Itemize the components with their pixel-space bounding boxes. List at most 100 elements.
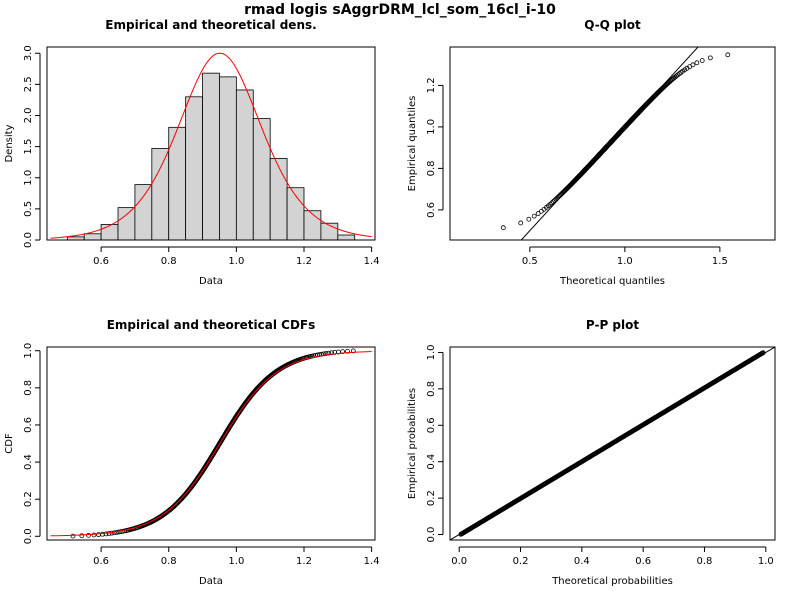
x-axis-label: Data — [199, 576, 223, 587]
theoretical-cdf-curve — [50, 351, 372, 537]
y-tick-label: 0.8 — [426, 160, 437, 176]
ecdf-point — [323, 351, 329, 356]
ecdf-point — [326, 350, 332, 356]
x-tick-label: 1.0 — [617, 256, 633, 267]
qq-point — [535, 211, 541, 216]
y-tick-label: 3.0 — [23, 45, 34, 61]
x-tick-label: 0.6 — [93, 256, 109, 267]
histogram-bar — [337, 234, 356, 241]
page-title: rmad logis sAggrDRM_lcl_som_16cl_i-10 — [244, 2, 556, 18]
ecdf-point — [329, 350, 334, 356]
y-tick-label: 1.0 — [426, 119, 437, 135]
ecdf-point — [321, 351, 327, 357]
qq-point — [725, 52, 731, 58]
y-tick-label: 1.5 — [23, 139, 34, 155]
x-axis-label: Theoretical quantiles — [559, 276, 665, 287]
y-tick-label: 2.0 — [23, 108, 34, 124]
histogram-bar — [202, 72, 220, 241]
qq-reference-line — [520, 47, 699, 240]
ecdf-point — [70, 533, 76, 539]
x-tick-label: 0.6 — [635, 556, 651, 567]
plot-frame — [449, 46, 776, 241]
y-tick-label: 0.8 — [23, 380, 34, 396]
qq-point — [549, 200, 555, 206]
x-tick-label: 1.0 — [228, 256, 244, 267]
y-tick-label: 0.5 — [23, 201, 34, 217]
x-tick-label: 1.4 — [364, 556, 380, 567]
ecdf-point — [86, 532, 91, 538]
ecdf-point — [345, 348, 350, 354]
x-tick-label: 1.5 — [712, 256, 728, 267]
ecdf-point — [109, 530, 115, 536]
x-tick-label: 1.0 — [758, 556, 774, 567]
panel-title: P-P plot — [586, 318, 639, 332]
y-tick-label: 0.6 — [426, 417, 437, 433]
histogram-bar — [303, 210, 322, 241]
x-tick-label: 0.8 — [697, 556, 713, 567]
y-tick-label: 0.2 — [23, 491, 34, 507]
pp-reference-line — [450, 347, 775, 540]
y-tick-label: 0.0 — [426, 527, 437, 543]
x-axis-label: Data — [199, 276, 223, 287]
x-tick-label: 0.8 — [161, 556, 177, 567]
y-tick-label: 0.0 — [23, 528, 34, 544]
x-tick-label: 0.5 — [522, 256, 538, 267]
panel-title: Q-Q plot — [584, 18, 641, 32]
ecdf-point — [340, 349, 346, 355]
qq-point — [699, 58, 705, 63]
histogram-bar — [117, 207, 136, 241]
panel-title: Empirical and theoretical CDFs — [107, 318, 316, 332]
histogram-bar — [100, 224, 119, 241]
qq-point — [500, 225, 506, 231]
y-tick-label: 2.5 — [23, 76, 34, 92]
plot-frame — [46, 346, 376, 541]
ecdf-point — [318, 351, 324, 357]
x-axis-label: Theoretical probabilities — [551, 576, 673, 587]
x-tick-label: 1.2 — [296, 256, 312, 267]
x-tick-label: 0.4 — [574, 556, 590, 567]
panel-qq: Q-Q plot 0.5 1.0 1.5 Theoretical quantiles 0.… — [407, 18, 776, 287]
y-tick-label: 1.0 — [23, 343, 34, 359]
y-axis-label: CDF — [4, 433, 15, 454]
qq-point — [707, 55, 713, 61]
x-tick-label: 1.2 — [296, 556, 312, 567]
y-axis-label: Empirical quantiles — [407, 96, 418, 192]
ecdf-point — [106, 531, 112, 536]
y-tick-label: 0.4 — [23, 454, 34, 470]
x-tick-label: 1.4 — [364, 256, 380, 267]
x-tick-label: 0.0 — [451, 556, 467, 567]
ecdf-point — [79, 533, 85, 539]
ecdf-point — [91, 532, 97, 538]
histogram-bar — [269, 158, 288, 241]
ecdf-point — [316, 352, 322, 358]
histogram-bar — [235, 89, 254, 241]
panel-density: Empirical and theoretical dens. 0.6 0.8 1.0… — [4, 18, 380, 287]
histogram-bar — [151, 148, 170, 241]
ecdf-point — [100, 531, 105, 537]
panel-cdf: Empirical and theoretical CDFs 0.6 0.8 1.0 1… — [4, 318, 380, 587]
y-tick-label: 1.0 — [23, 170, 34, 186]
y-tick-label: 1.2 — [426, 77, 437, 93]
y-tick-label: 0.6 — [23, 417, 34, 433]
y-tick-label: 0.2 — [426, 490, 437, 506]
qq-point — [550, 199, 556, 204]
panel-pp: P-P plot 0.0 0.2 0.4 0.6 0.8 1.0 Theoretical pr… — [407, 318, 776, 587]
y-tick-label: 0.0 — [23, 232, 34, 248]
theoretical-density-curve — [50, 52, 372, 239]
qq-point — [694, 60, 700, 66]
qq-point — [518, 220, 524, 226]
qq-point — [526, 216, 532, 222]
panel-title: Empirical and theoretical dens. — [105, 18, 316, 32]
histogram-bar — [219, 76, 237, 241]
ecdf-point — [350, 348, 356, 354]
histogram-bar — [134, 184, 153, 241]
y-tick-label: 0.4 — [426, 454, 437, 470]
histogram-bar — [185, 96, 203, 241]
x-tick-label: 1.0 — [228, 556, 244, 567]
histogram-bar — [252, 118, 271, 241]
plot-frame — [449, 346, 776, 541]
ecdf-point — [103, 531, 109, 537]
y-axis-label: Density — [4, 124, 15, 162]
y-axis-label: Empirical probabilities — [407, 388, 418, 499]
